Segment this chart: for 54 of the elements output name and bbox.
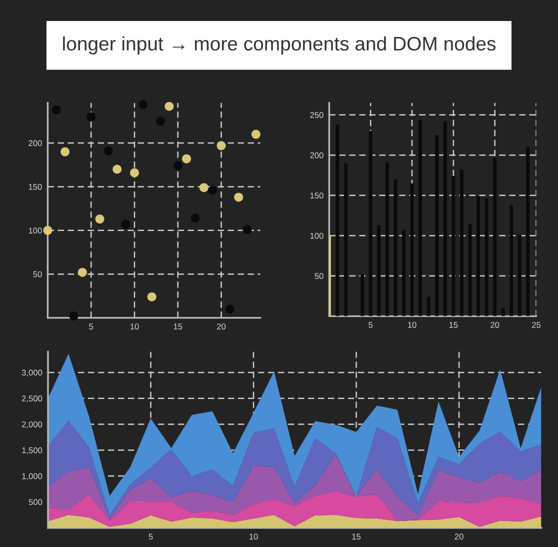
y-tick-label: 1,000 — [22, 473, 42, 480]
point — [69, 312, 78, 321]
point — [164, 102, 174, 111]
x-tick-label: 10 — [130, 324, 139, 330]
point — [86, 112, 96, 122]
point — [43, 226, 52, 235]
x-tick-label: 20 — [217, 324, 226, 330]
x-tick-label: 20 — [490, 322, 500, 328]
point — [78, 268, 87, 277]
x-tick-label: 10 — [250, 534, 258, 540]
point — [130, 168, 139, 178]
point — [104, 146, 113, 156]
point — [173, 161, 182, 170]
point — [60, 147, 70, 156]
point — [147, 292, 156, 302]
x-tick-label: 5 — [148, 534, 153, 540]
point — [225, 304, 234, 314]
point — [182, 154, 192, 164]
y-tick-label: 150 — [28, 184, 42, 190]
point — [138, 100, 148, 110]
point — [112, 164, 122, 174]
y-tick-label: 200 — [310, 152, 324, 158]
x-tick-label: 15 — [352, 534, 361, 540]
x-tick-label: 15 — [449, 322, 458, 328]
y-tick-label: 1,500 — [22, 447, 42, 454]
y-tick-label: 2,000 — [22, 421, 42, 428]
point — [199, 183, 208, 192]
y-tick-label: 250 — [310, 112, 324, 118]
y-tick-label: 150 — [310, 192, 324, 199]
point — [216, 141, 226, 150]
y-tick-label: 50 — [314, 273, 324, 280]
point — [95, 214, 104, 224]
point — [251, 130, 260, 139]
x-tick-label: 20 — [454, 534, 464, 540]
point — [52, 105, 61, 114]
y-tick-label: 3,000 — [22, 370, 42, 377]
y-tick-label: 2,500 — [22, 396, 42, 402]
x-tick-label: 5 — [368, 322, 373, 328]
point — [242, 225, 252, 234]
x-tick-label: 5 — [89, 324, 94, 330]
y-tick-label: 500 — [28, 499, 42, 506]
chart-title: longer input → more components and DOM nodes — [63, 36, 496, 54]
y-tick-label: 200 — [28, 140, 42, 146]
y-tick-label: 100 — [310, 232, 324, 239]
point — [156, 116, 166, 126]
y-tick-label: 50 — [33, 271, 42, 278]
x-tick-label: 25 — [532, 322, 541, 328]
y-tick-label: 100 — [28, 228, 42, 234]
point — [121, 220, 130, 229]
point — [234, 192, 244, 202]
point — [208, 186, 218, 195]
x-tick-label: 10 — [408, 322, 416, 328]
x-tick-label: 15 — [174, 324, 182, 330]
point — [190, 214, 200, 223]
